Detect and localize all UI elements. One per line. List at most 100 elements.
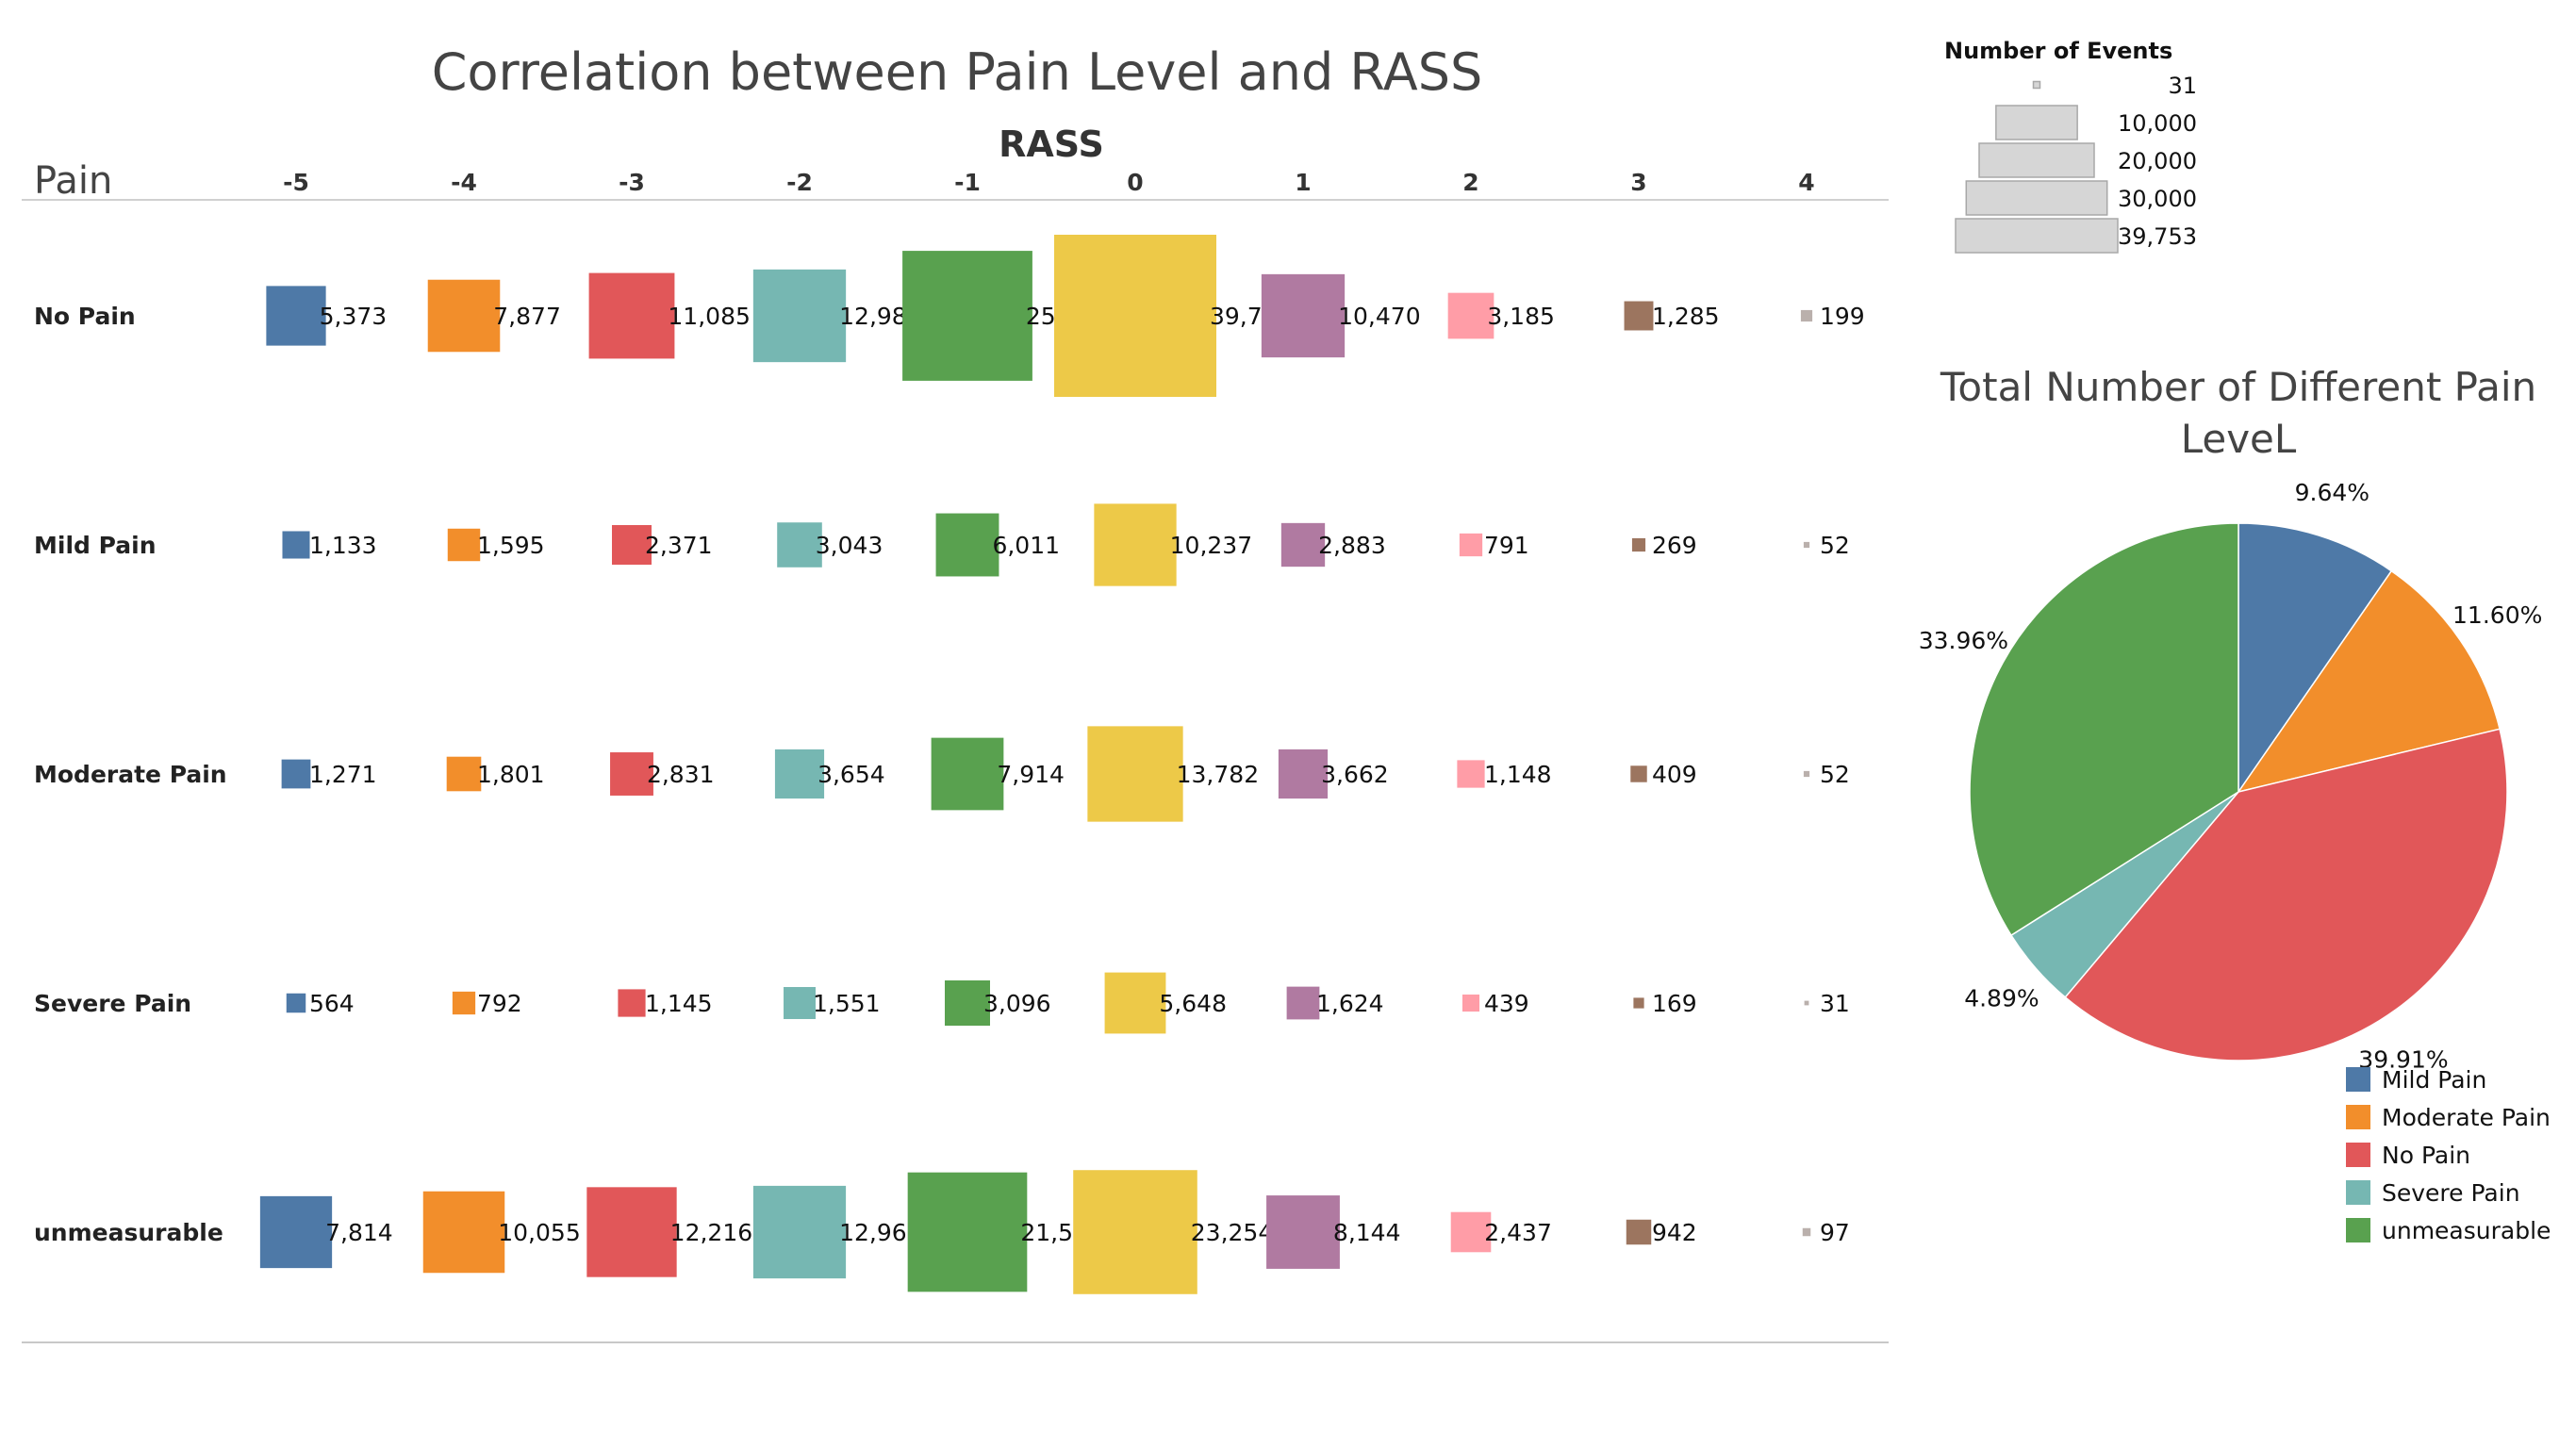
- size-legend-label: 20,000: [2118, 148, 2197, 174]
- pie-chart: [1969, 522, 2508, 1061]
- size-legend-label: 30,000: [2118, 186, 2197, 212]
- pain-row-label: Moderate Pain: [34, 761, 227, 788]
- matrix-cell-value: 3,662: [1321, 761, 1389, 788]
- matrix-cell-square: [1459, 533, 1483, 557]
- pie-slice-label: 33.96%: [1919, 627, 2008, 654]
- matrix-cell-value: 31: [1820, 990, 1850, 1017]
- matrix-cell-square: [1261, 273, 1346, 358]
- pie-legend-label: No Pain: [2382, 1142, 2470, 1169]
- matrix-cell-square: [610, 752, 653, 796]
- matrix-cell-square: [588, 272, 675, 359]
- matrix-cell-square: [1630, 765, 1647, 782]
- matrix-cell-value: 1,595: [477, 532, 545, 559]
- matrix-cell-square: [282, 531, 310, 559]
- matrix-cell-value: 6,011: [992, 532, 1060, 559]
- matrix-cell-square: [1804, 1000, 1809, 1006]
- matrix-cell-square: [422, 1191, 505, 1274]
- matrix-cell-square: [1073, 1170, 1197, 1294]
- size-legend-label: 39,753: [2118, 223, 2197, 250]
- matrix-cell-square: [266, 286, 326, 346]
- pie-legend-swatch: [2346, 1067, 2370, 1092]
- matrix-cell-square: [1266, 1195, 1340, 1269]
- matrix-cell-value: 169: [1652, 990, 1697, 1017]
- matrix-cell-square: [1803, 770, 1810, 778]
- pain-rass-matrix-chart: Correlation between Pain Level and RASS …: [22, 42, 1889, 1343]
- matrix-cell-square: [586, 1187, 677, 1277]
- matrix-cell-value: 10,055: [498, 1219, 580, 1246]
- matrix-cell-value: 439: [1484, 990, 1529, 1017]
- matrix-cell-value: 2,883: [1318, 532, 1386, 559]
- size-legend-swatch: [2032, 80, 2041, 90]
- matrix-cell-square: [611, 524, 652, 566]
- matrix-title: Correlation between Pain Level and RASS: [432, 42, 1483, 102]
- matrix-cell-square: [784, 987, 816, 1019]
- matrix-cell-value: 1,285: [1652, 303, 1720, 330]
- matrix-cell-square: [1624, 301, 1654, 331]
- pie-legend-swatch: [2346, 1218, 2370, 1242]
- rass-col-label: 4: [1798, 169, 1814, 196]
- pie-slice: [2237, 522, 2393, 795]
- matrix-cell-value: 10,470: [1338, 303, 1420, 330]
- pie-slice-label: 39.91%: [2358, 1045, 2448, 1073]
- matrix-cell-value: 3,185: [1487, 303, 1555, 330]
- matrix-cell-square: [1450, 1211, 1492, 1253]
- pie-legend-swatch: [2346, 1180, 2370, 1205]
- matrix-cell-value: 409: [1652, 761, 1697, 788]
- matrix-cell-square: [1803, 541, 1810, 549]
- rass-column-header: RASS: [999, 123, 1104, 165]
- matrix-cell-value: 1,624: [1316, 990, 1384, 1017]
- matrix-cell-value: 11,085: [668, 303, 750, 330]
- matrix-cell-square: [427, 279, 501, 353]
- pain-row-header: Pain: [34, 159, 112, 203]
- pie-legend-swatch: [2346, 1105, 2370, 1129]
- matrix-cell-value: 1,148: [1484, 761, 1552, 788]
- pie-slice: [1969, 522, 2239, 937]
- size-legend-label: 10,000: [2118, 110, 2197, 137]
- pain-row-label: Severe Pain: [34, 990, 191, 1017]
- matrix-cell-square: [1054, 235, 1216, 397]
- matrix-cell-square: [902, 251, 1032, 381]
- matrix-cell-value: 1,801: [477, 761, 545, 788]
- matrix-cell-value: 7,877: [493, 303, 561, 330]
- size-legend-swatch: [1965, 180, 2108, 216]
- size-legend-swatch: [1955, 218, 2119, 254]
- rass-col-label: 0: [1127, 169, 1143, 196]
- rass-col-label: -2: [786, 169, 813, 196]
- pain-row-label: unmeasurable: [34, 1219, 223, 1246]
- pie-slice: [2064, 728, 2508, 1061]
- pie-legend-swatch: [2346, 1143, 2370, 1167]
- rass-col-label: -3: [619, 169, 645, 196]
- pie-slice-label: 4.89%: [1964, 985, 2039, 1012]
- matrix-cell-square: [1461, 994, 1480, 1012]
- rass-col-label: -1: [954, 169, 981, 196]
- size-legend-label: 31: [2168, 73, 2197, 99]
- pie-title-line: Total Number of Different Pain: [1940, 364, 2536, 410]
- matrix-cell-square: [1633, 997, 1644, 1009]
- matrix-cell-square: [618, 989, 646, 1017]
- matrix-cell-square: [777, 522, 822, 568]
- pie-slice-label: 9.64%: [2295, 479, 2370, 506]
- matrix-cell-square: [752, 1185, 847, 1279]
- pain-row-label: No Pain: [34, 303, 136, 330]
- matrix-cell-value: 5,373: [320, 303, 388, 330]
- matrix-cell-square: [1087, 726, 1183, 822]
- matrix-cell-square: [935, 513, 999, 577]
- matrix-cell-value: 97: [1820, 1219, 1850, 1246]
- rass-col-label: -5: [283, 169, 309, 196]
- matrix-cell-square: [1802, 1227, 1811, 1237]
- rass-col-label: 1: [1295, 169, 1311, 196]
- matrix-cell-value: 269: [1652, 532, 1697, 559]
- matrix-cell-square: [1800, 309, 1813, 322]
- matrix-cell-value: 5,648: [1159, 990, 1227, 1017]
- pie-slice: [2237, 569, 2501, 794]
- matrix-cell-value: 792: [477, 990, 522, 1017]
- matrix-cell-square: [931, 737, 1004, 811]
- matrix-cell-square: [907, 1172, 1028, 1292]
- size-legend-swatch: [1995, 105, 2078, 140]
- matrix-cell-value: 8,144: [1333, 1219, 1401, 1246]
- matrix-cell-value: 3,654: [817, 761, 885, 788]
- matrix-cell-square: [447, 528, 481, 562]
- matrix-cell-square: [1457, 760, 1485, 788]
- matrix-cell-value: 1,271: [309, 761, 377, 788]
